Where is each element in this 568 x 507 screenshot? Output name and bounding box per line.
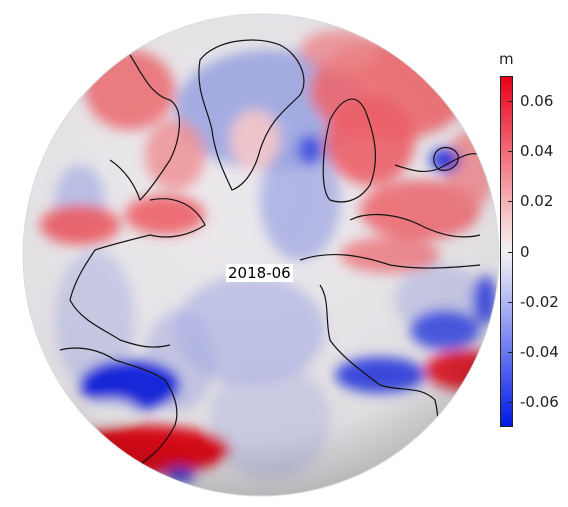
colorbar-tickmark xyxy=(508,401,513,403)
colorbar-tickmark xyxy=(508,301,513,303)
colorbar-tick-label: 0.04 xyxy=(520,142,554,161)
colorbar-unit: m xyxy=(499,50,514,68)
colorbar-tickmark xyxy=(508,101,513,103)
colorbar-tick-label: 0.06 xyxy=(520,92,554,111)
colorbar-tick-label: -0.06 xyxy=(520,392,559,411)
colorbar-tickmark xyxy=(508,351,513,353)
colorbar-tickmark xyxy=(508,151,513,153)
colorbar-tick-label: 0.02 xyxy=(520,192,554,211)
colorbar-tickmark xyxy=(508,201,513,203)
colorbar-tickmark xyxy=(508,251,513,253)
colorbar-tick-label: -0.02 xyxy=(520,292,559,311)
colorbar-tick-label: -0.04 xyxy=(520,342,559,361)
colorbar-tick-label: 0 xyxy=(520,242,530,261)
date-label: 2018-06 xyxy=(226,264,293,282)
